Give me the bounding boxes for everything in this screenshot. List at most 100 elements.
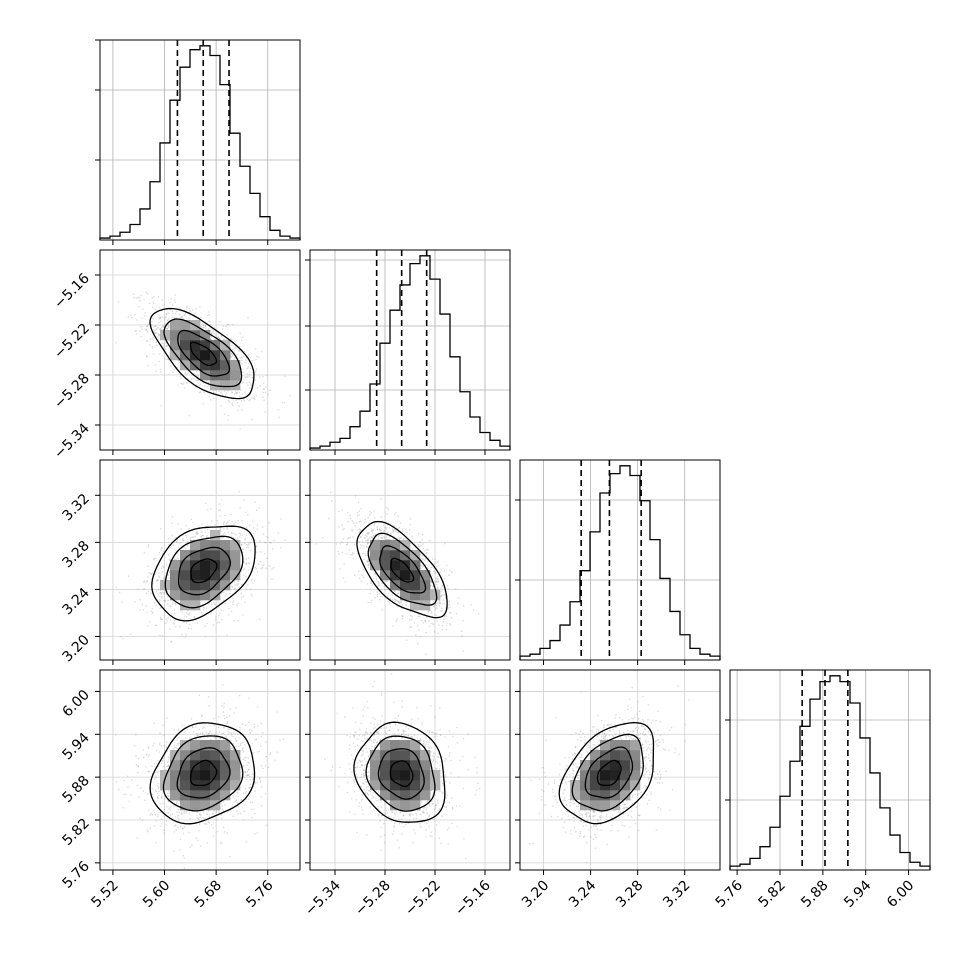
sample-point bbox=[371, 532, 374, 534]
sample-point bbox=[245, 798, 248, 801]
sample-point bbox=[385, 535, 388, 537]
density-cell bbox=[170, 560, 181, 571]
sample-point bbox=[232, 600, 235, 602]
sample-point bbox=[247, 384, 249, 386]
sample-point bbox=[177, 523, 179, 525]
sample-point bbox=[444, 607, 447, 609]
sample-point bbox=[143, 581, 145, 583]
sample-point bbox=[164, 591, 166, 594]
sample-point bbox=[267, 537, 270, 539]
sample-point bbox=[160, 818, 163, 820]
sample-point bbox=[427, 611, 430, 613]
density-cell bbox=[400, 590, 411, 601]
sample-point bbox=[159, 595, 161, 598]
sample-point bbox=[409, 517, 412, 520]
sample-point bbox=[257, 356, 260, 358]
sample-point bbox=[445, 628, 448, 631]
sample-point bbox=[224, 514, 226, 517]
sample-point bbox=[185, 811, 187, 814]
sample-point bbox=[237, 583, 239, 585]
sample-point bbox=[173, 831, 176, 833]
sample-point bbox=[368, 563, 371, 565]
contour-2 bbox=[164, 535, 244, 609]
sample-point bbox=[441, 584, 443, 587]
sample-point bbox=[165, 345, 168, 347]
sample-point bbox=[167, 554, 170, 556]
sample-point bbox=[396, 618, 398, 620]
sample-point bbox=[392, 625, 394, 627]
sample-point bbox=[212, 330, 215, 332]
sample-point bbox=[209, 730, 211, 732]
sample-point bbox=[361, 540, 364, 543]
sample-point bbox=[251, 743, 253, 745]
sample-point bbox=[367, 601, 370, 604]
sample-point bbox=[145, 328, 148, 331]
sample-point bbox=[215, 333, 217, 336]
sample-point bbox=[157, 797, 159, 799]
sample-point bbox=[247, 569, 250, 572]
sample-point bbox=[221, 591, 224, 594]
sample-point bbox=[409, 626, 412, 628]
sample-point bbox=[240, 389, 242, 392]
density-cell bbox=[190, 570, 201, 581]
sample-point bbox=[221, 499, 223, 501]
sample-point bbox=[200, 611, 203, 614]
sample-point bbox=[366, 541, 369, 544]
sample-point bbox=[236, 353, 238, 356]
sample-point bbox=[162, 634, 164, 637]
sample-point bbox=[443, 570, 446, 572]
density-cell bbox=[180, 330, 191, 341]
sample-point bbox=[227, 414, 230, 417]
sample-point bbox=[249, 549, 251, 552]
sample-point bbox=[157, 588, 160, 591]
sample-point bbox=[151, 572, 153, 574]
density-cell bbox=[210, 560, 221, 571]
sample-point bbox=[436, 577, 438, 579]
sample-point bbox=[210, 520, 213, 522]
sample-point bbox=[456, 602, 459, 605]
sample-point bbox=[251, 418, 253, 421]
sample-point bbox=[260, 567, 262, 570]
sample-point bbox=[223, 727, 225, 729]
density-cell bbox=[200, 360, 211, 371]
sample-point bbox=[435, 561, 437, 563]
sample-point bbox=[315, 543, 318, 545]
sample-point bbox=[248, 371, 250, 373]
sample-point bbox=[426, 552, 428, 554]
sample-point bbox=[233, 619, 235, 622]
sample-point bbox=[367, 533, 370, 536]
sample-point bbox=[156, 328, 158, 330]
sample-point bbox=[231, 586, 233, 588]
sample-point bbox=[155, 341, 158, 344]
sample-point bbox=[383, 536, 386, 539]
sample-point bbox=[250, 580, 253, 582]
sample-point bbox=[358, 520, 361, 523]
sample-point bbox=[178, 742, 180, 745]
sample-point bbox=[168, 569, 171, 572]
sample-point bbox=[155, 579, 158, 582]
sample-point bbox=[247, 353, 250, 356]
sample-point bbox=[220, 814, 223, 816]
sample-point bbox=[387, 595, 389, 597]
sample-point bbox=[348, 549, 351, 551]
density-cell bbox=[170, 570, 181, 581]
sample-point bbox=[241, 519, 243, 522]
sample-point bbox=[160, 549, 162, 551]
sample-point bbox=[238, 350, 240, 353]
sample-point bbox=[177, 815, 180, 817]
sample-point bbox=[381, 608, 384, 611]
sample-point bbox=[219, 515, 221, 517]
sample-point bbox=[435, 604, 437, 606]
sample-point bbox=[148, 302, 150, 305]
density-cell bbox=[400, 580, 411, 591]
density-cell bbox=[390, 540, 401, 551]
sample-point bbox=[225, 723, 228, 725]
sample-point bbox=[237, 580, 240, 583]
sample-point bbox=[369, 580, 372, 583]
sample-point bbox=[159, 600, 161, 602]
sample-point bbox=[213, 724, 216, 727]
sample-point bbox=[360, 520, 362, 523]
sample-point bbox=[419, 541, 422, 543]
sample-point bbox=[360, 507, 362, 510]
sample-point bbox=[242, 355, 245, 357]
